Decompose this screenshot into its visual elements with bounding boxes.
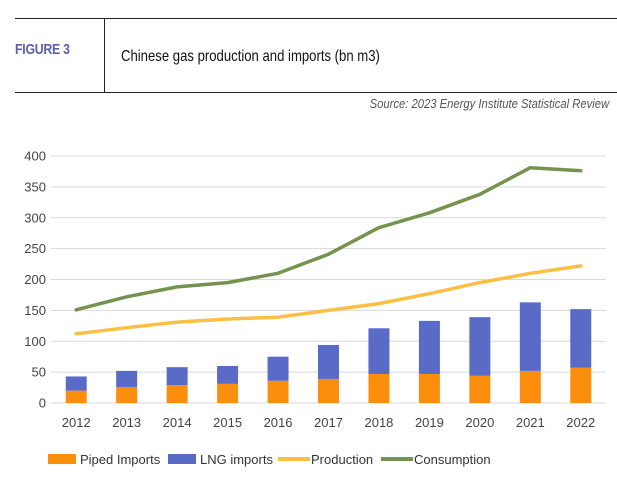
bar-lng-imports — [166, 367, 188, 386]
figure-title: Chinese gas production and imports (bn m… — [121, 48, 380, 65]
legend-label-lng: LNG imports — [200, 451, 273, 467]
y-tick-label: 200 — [24, 272, 46, 287]
bar-piped-imports — [318, 378, 339, 403]
bar-lng-imports — [267, 356, 289, 381]
legend-swatch-consumption — [381, 457, 413, 461]
line-consumption — [74, 165, 583, 312]
source-note: Source: 2023 Energy Institute Statistica… — [369, 97, 609, 111]
y-tick-label: 150 — [24, 303, 46, 318]
legend-item-lng: LNG imports — [168, 449, 273, 469]
bar-piped-imports — [368, 373, 390, 403]
legend: Piped Imports LNG imports Production Con… — [0, 449, 617, 469]
legend-item-consumption: Consumption — [381, 449, 491, 469]
x-tick-label: 2013 — [112, 415, 141, 430]
bar-piped-imports — [570, 367, 592, 403]
bar-piped-imports — [469, 375, 491, 403]
legend-item-production: Production — [278, 449, 373, 469]
x-tick-label: 2017 — [314, 415, 343, 430]
bar-piped-imports — [65, 390, 87, 403]
y-tick-label: 100 — [24, 334, 46, 349]
y-tick-label: 250 — [24, 241, 46, 256]
bar-lng-imports — [418, 320, 440, 374]
bar-piped-imports — [267, 380, 289, 403]
bar-lng-imports — [318, 344, 339, 379]
x-tick-label: 2015 — [213, 415, 242, 430]
bar-lng-imports — [217, 365, 239, 384]
legend-item-piped: Piped Imports — [48, 449, 160, 469]
figure-label: FIGURE 3 — [15, 41, 70, 58]
x-tick-label: 2018 — [364, 415, 393, 430]
bar-piped-imports — [166, 385, 188, 403]
bar-lng-imports — [368, 328, 390, 374]
x-tick-label: 2021 — [516, 415, 545, 430]
bar-lng-imports — [116, 370, 138, 387]
bar-lng-imports — [65, 376, 87, 391]
legend-swatch-lng — [168, 454, 196, 464]
y-tick-label: 50 — [32, 365, 46, 380]
bar-lng-imports — [570, 309, 592, 368]
y-tick-label: 0 — [39, 396, 46, 411]
legend-label-consumption: Consumption — [414, 451, 491, 467]
y-tick-label: 350 — [24, 179, 46, 194]
line-production — [74, 264, 583, 336]
bar-piped-imports — [116, 386, 138, 403]
x-tick-label: 2012 — [62, 415, 91, 430]
legend-swatch-production — [278, 457, 310, 461]
bar-lng-imports — [469, 317, 491, 376]
figure-header: FIGURE 3 Chinese gas production and impo… — [15, 18, 617, 93]
y-tick-label: 300 — [24, 210, 46, 225]
header-divider — [104, 19, 105, 92]
bar-piped-imports — [418, 373, 440, 403]
bar-piped-imports — [217, 383, 239, 403]
x-tick-label: 2014 — [163, 415, 192, 430]
x-tick-label: 2019 — [415, 415, 444, 430]
x-tick-label: 2022 — [566, 415, 595, 430]
y-tick-label: 400 — [24, 149, 46, 164]
legend-label-piped: Piped Imports — [80, 451, 161, 467]
bar-lng-imports — [519, 302, 541, 371]
x-tick-label: 2016 — [264, 415, 293, 430]
bar-piped-imports — [519, 370, 541, 403]
legend-swatch-piped — [48, 454, 76, 464]
x-tick-label: 2020 — [465, 415, 494, 430]
legend-label-production: Production — [311, 451, 374, 467]
